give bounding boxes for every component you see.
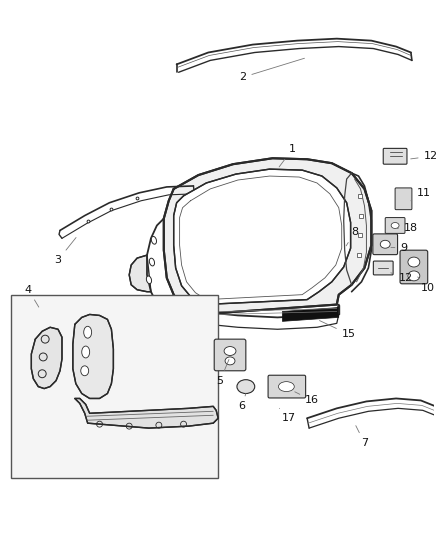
Ellipse shape (380, 240, 390, 248)
Text: 2: 2 (239, 58, 304, 82)
Ellipse shape (151, 237, 156, 244)
FancyBboxPatch shape (268, 375, 306, 398)
Ellipse shape (408, 257, 420, 267)
Ellipse shape (149, 258, 155, 266)
Text: 7: 7 (356, 426, 368, 448)
Ellipse shape (225, 357, 235, 365)
Ellipse shape (237, 379, 255, 393)
FancyBboxPatch shape (383, 148, 407, 164)
Ellipse shape (82, 346, 90, 358)
Text: 3: 3 (54, 238, 76, 265)
Text: 17: 17 (279, 408, 297, 423)
Text: 9: 9 (391, 243, 407, 253)
Text: 12: 12 (391, 273, 413, 283)
Text: 6: 6 (238, 393, 246, 411)
Text: 18: 18 (397, 223, 418, 233)
Text: 8: 8 (346, 228, 358, 246)
Text: 5: 5 (217, 360, 229, 386)
Ellipse shape (279, 382, 294, 392)
Text: 12: 12 (411, 151, 438, 161)
FancyBboxPatch shape (395, 188, 412, 209)
Polygon shape (75, 399, 218, 428)
Ellipse shape (224, 346, 236, 356)
Ellipse shape (408, 271, 420, 281)
Text: 4: 4 (25, 285, 39, 307)
Bar (11, 295, 218, 478)
Ellipse shape (146, 276, 152, 284)
Ellipse shape (391, 222, 399, 229)
Polygon shape (164, 158, 371, 314)
Text: 11: 11 (411, 188, 431, 201)
Text: 16: 16 (295, 392, 319, 406)
FancyBboxPatch shape (214, 339, 246, 371)
FancyBboxPatch shape (400, 250, 428, 284)
Text: 1: 1 (279, 144, 296, 167)
Ellipse shape (84, 326, 92, 338)
Text: 10: 10 (418, 277, 435, 293)
FancyBboxPatch shape (373, 234, 398, 255)
Text: 15: 15 (320, 320, 356, 339)
Polygon shape (73, 314, 113, 399)
Polygon shape (32, 327, 62, 389)
FancyBboxPatch shape (385, 217, 405, 233)
Polygon shape (283, 308, 339, 321)
Ellipse shape (81, 366, 88, 376)
FancyBboxPatch shape (373, 261, 393, 275)
Polygon shape (129, 255, 151, 292)
Polygon shape (174, 169, 350, 304)
